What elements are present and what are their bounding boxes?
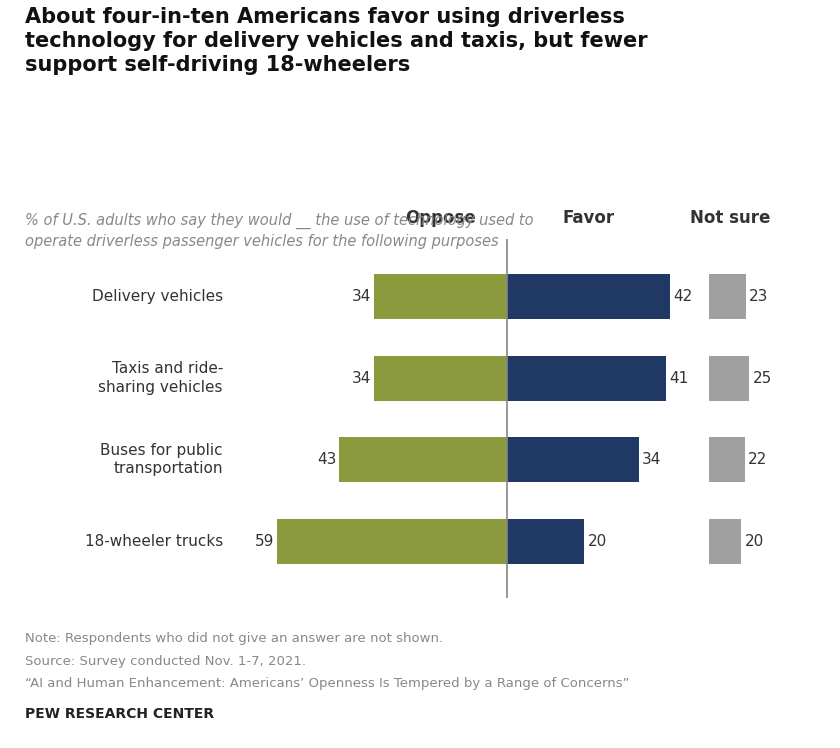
Text: 20: 20 xyxy=(744,534,764,549)
Text: 42: 42 xyxy=(673,289,692,304)
Bar xyxy=(339,438,507,482)
Text: 34: 34 xyxy=(352,370,371,385)
Text: Favor: Favor xyxy=(562,209,614,227)
Text: Note: Respondents who did not give an answer are not shown.: Note: Respondents who did not give an an… xyxy=(25,632,444,645)
Text: Buses for public
transportation: Buses for public transportation xyxy=(100,443,223,476)
Bar xyxy=(709,438,744,482)
Bar xyxy=(709,274,746,319)
Text: 20: 20 xyxy=(587,534,606,549)
Text: 43: 43 xyxy=(317,453,336,468)
Bar xyxy=(709,355,749,400)
Text: Not sure: Not sure xyxy=(690,209,770,227)
Text: 34: 34 xyxy=(642,453,661,468)
Text: 23: 23 xyxy=(749,289,769,304)
Text: PEW RESEARCH CENTER: PEW RESEARCH CENTER xyxy=(25,707,214,721)
Bar xyxy=(375,274,507,319)
Text: “AI and Human Enhancement: Americans’ Openness Is Tempered by a Range of Concern: “AI and Human Enhancement: Americans’ Op… xyxy=(25,677,630,690)
Text: Delivery vehicles: Delivery vehicles xyxy=(92,289,223,304)
Text: 34: 34 xyxy=(352,289,371,304)
Text: 18-wheeler trucks: 18-wheeler trucks xyxy=(85,534,223,549)
Bar xyxy=(507,355,666,400)
Text: Source: Survey conducted Nov. 1-7, 2021.: Source: Survey conducted Nov. 1-7, 2021. xyxy=(25,654,307,667)
Bar xyxy=(507,438,638,482)
Text: Taxis and ride-
sharing vehicles: Taxis and ride- sharing vehicles xyxy=(98,361,223,395)
Text: About four-in-ten Americans favor using driverless
technology for delivery vehic: About four-in-ten Americans favor using … xyxy=(25,7,648,76)
Text: 41: 41 xyxy=(669,370,688,385)
Bar xyxy=(507,274,669,319)
Bar xyxy=(709,519,741,564)
Text: Oppose: Oppose xyxy=(405,209,476,227)
Text: % of U.S. adults who say they would __ the use of technology used to
operate dri: % of U.S. adults who say they would __ t… xyxy=(25,213,534,249)
Text: 22: 22 xyxy=(748,453,767,468)
Text: 59: 59 xyxy=(255,534,274,549)
Text: 25: 25 xyxy=(753,370,772,385)
Bar xyxy=(507,519,585,564)
Bar xyxy=(375,355,507,400)
Bar xyxy=(277,519,507,564)
